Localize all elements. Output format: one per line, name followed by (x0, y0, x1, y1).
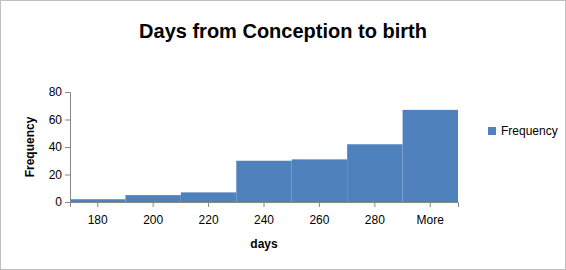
bar (70, 199, 125, 202)
y-tick: 0 (55, 195, 70, 209)
x-tick: 280 (365, 202, 385, 227)
y-tick: 40 (49, 140, 70, 154)
x-axis: 180 200 220 240 260 280 More (71, 202, 459, 227)
x-tick: 240 (254, 202, 274, 227)
bar (292, 159, 347, 202)
chart-frame (1, 1, 566, 270)
y-tick: 60 (49, 113, 70, 127)
chart: 0 20 40 60 80 180 200 220 240 260 280 More Days from… (0, 0, 566, 270)
x-tick-label: 260 (309, 213, 329, 227)
plot: 0 20 40 60 80 180 200 220 240 260 280 More (49, 85, 459, 227)
legend-swatch (488, 127, 496, 135)
x-tick-label: 180 (88, 213, 108, 227)
x-tick: 180 (88, 202, 108, 227)
y-tick-label: 60 (49, 113, 63, 127)
y-tick-mark (65, 92, 70, 93)
x-tick-label: 220 (199, 213, 219, 227)
y-tick-mark (65, 147, 70, 148)
x-tick-mark (430, 202, 431, 207)
x-tick-mark (374, 202, 375, 207)
y-tick-label: 0 (55, 195, 62, 209)
y-tick: 20 (49, 168, 70, 182)
y-tick: 80 (49, 85, 70, 99)
bar (403, 110, 458, 202)
bar (181, 192, 236, 202)
x-tick-label: 200 (143, 213, 163, 227)
y-axis-title: Frequency (23, 116, 37, 177)
y-tick-label: 80 (49, 85, 63, 99)
x-tick-label: More (417, 213, 445, 227)
x-tick: 200 (143, 202, 163, 227)
x-tick-label: 240 (254, 213, 274, 227)
x-axis-line (71, 203, 459, 208)
y-tick-label: 20 (49, 168, 63, 182)
bar (125, 195, 180, 202)
title: Days from Conception to birth (139, 20, 427, 42)
x-tick: 260 (309, 202, 329, 227)
legend-label: Frequency (501, 124, 558, 138)
x-tick-mark (264, 202, 265, 207)
y-tick-mark (65, 175, 70, 176)
y-tick-mark (65, 120, 70, 121)
bar (236, 161, 291, 202)
x-tick-mark (208, 202, 209, 207)
x-tick-mark (97, 202, 98, 207)
x-tick: More (417, 202, 445, 227)
y-tick-label: 40 (49, 140, 63, 154)
x-tick-mark (319, 202, 320, 207)
bars (70, 110, 458, 202)
x-tick-label: 280 (365, 213, 385, 227)
bar (347, 144, 402, 202)
x-tick-mark (153, 202, 154, 207)
x-tick: 220 (199, 202, 219, 227)
x-axis-title: days (250, 237, 278, 251)
y-axis: 0 20 40 60 80 (49, 85, 71, 209)
y-tick-mark (65, 202, 70, 203)
legend: Frequency (488, 124, 558, 138)
y-axis-line (65, 93, 71, 203)
